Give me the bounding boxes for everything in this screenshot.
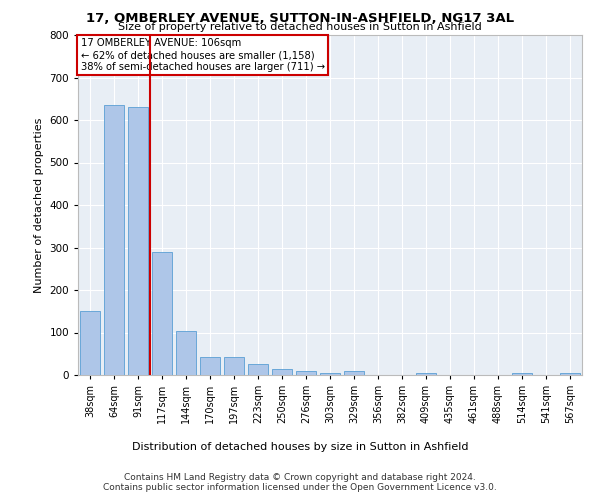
Text: 17 OMBERLEY AVENUE: 106sqm
← 62% of detached houses are smaller (1,158)
38% of s: 17 OMBERLEY AVENUE: 106sqm ← 62% of deta… (80, 38, 325, 72)
Bar (512, 373, 532, 375)
Text: 17, OMBERLEY AVENUE, SUTTON-IN-ASHFIELD, NG17 3AL: 17, OMBERLEY AVENUE, SUTTON-IN-ASHFIELD,… (86, 12, 514, 26)
Text: Contains public sector information licensed under the Open Government Licence v3: Contains public sector information licen… (103, 482, 497, 492)
Bar (248, 364, 268, 375)
Bar (104, 105, 124, 375)
Bar (416, 373, 436, 375)
Text: Contains HM Land Registry data © Crown copyright and database right 2024.: Contains HM Land Registry data © Crown c… (124, 472, 476, 482)
Bar (560, 373, 580, 375)
Text: Size of property relative to detached houses in Sutton in Ashfield: Size of property relative to detached ho… (118, 22, 482, 32)
Bar (152, 252, 172, 375)
Bar (320, 373, 340, 375)
Y-axis label: Number of detached properties: Number of detached properties (34, 118, 44, 292)
Text: Distribution of detached houses by size in Sutton in Ashfield: Distribution of detached houses by size … (132, 442, 468, 452)
Bar (128, 108, 148, 375)
Bar (344, 371, 364, 375)
Bar (272, 369, 292, 375)
Bar (296, 371, 316, 375)
Bar (176, 331, 196, 375)
Bar (200, 357, 220, 375)
Bar (224, 357, 244, 375)
Bar (80, 311, 100, 375)
